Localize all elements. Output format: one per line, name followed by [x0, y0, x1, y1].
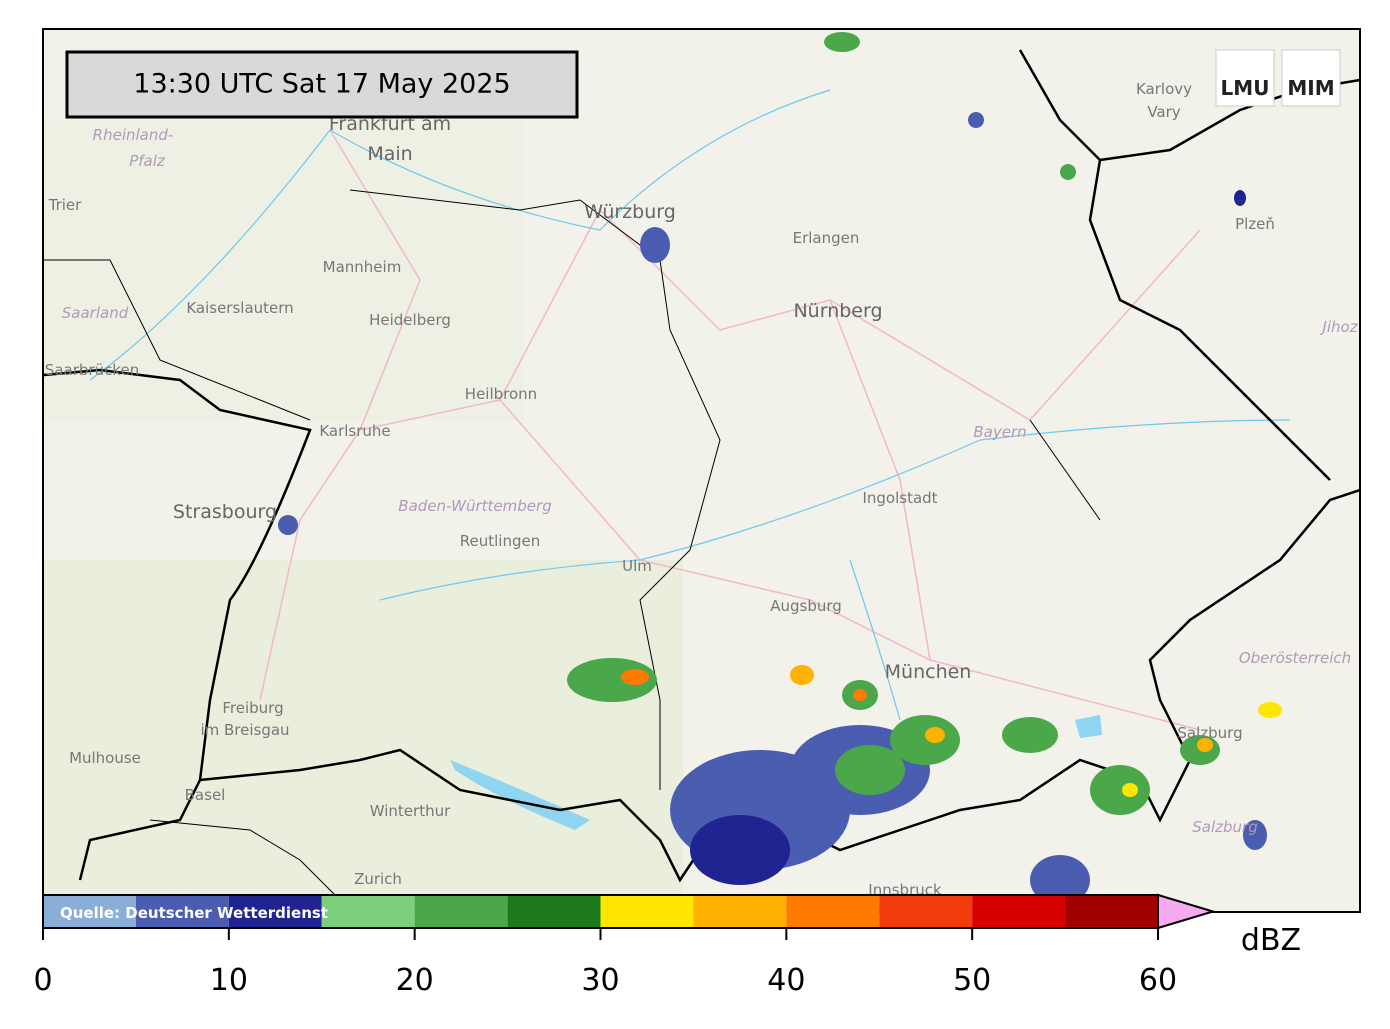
place-label: Nürnberg [793, 300, 882, 322]
lake [450, 760, 590, 830]
data-source: Quelle: Deutscher Wetterdienst [60, 904, 328, 922]
tick-label: 20 [396, 963, 434, 998]
colorbar-segment [507, 895, 601, 928]
tick-label: 0 [33, 963, 52, 998]
state-borders [44, 189, 1101, 901]
place-label: Augsburg [770, 597, 842, 615]
region-label: Salzburg [1192, 818, 1257, 836]
place-label: Freiburg [222, 699, 283, 717]
region-label: Oberösterreich [1239, 649, 1351, 667]
timestamp: 13:30 UTC Sat 17 May 2025 [133, 69, 510, 100]
place-label: Ingolstadt [862, 489, 937, 507]
place-label: Erlangen [793, 229, 860, 247]
tick-label: 60 [1139, 963, 1177, 998]
lake [1075, 715, 1102, 738]
place-label: Plzeň [1235, 215, 1275, 233]
terrain [43, 560, 683, 912]
region-label: Baden-Württemberg [398, 497, 551, 515]
colorbar-segment [135, 895, 229, 928]
colorbar-segment [228, 895, 322, 928]
rivers [89, 89, 1291, 721]
place-label: Saarbrücken [45, 361, 139, 379]
logo-text: LMU [1221, 76, 1270, 100]
region-label: Pfalz [129, 152, 166, 170]
place-label: Salzburg [1177, 724, 1242, 742]
place-label: Mannheim [323, 258, 402, 276]
region-label: Bayern [973, 423, 1026, 441]
place-label: Kaiserslautern [186, 299, 293, 317]
place-label: Trier [48, 196, 83, 214]
logo-text: MIM [1287, 76, 1334, 100]
radar-echoes [278, 32, 1282, 905]
tick-label: 30 [581, 963, 619, 998]
colorbar-segment [43, 895, 136, 928]
region-label: Rheinland- [93, 126, 174, 144]
place-label: München [885, 661, 972, 683]
tick-label: 50 [953, 963, 991, 998]
colorbar-segment [786, 895, 880, 928]
colorbar-segment [600, 895, 694, 928]
place-label: Karlovy [1136, 80, 1192, 98]
place-labels: Frankfurt amMainWürzburgErlangenNürnberg… [45, 80, 1359, 899]
place-label: Winterthur [370, 802, 451, 820]
place-label: Vary [1147, 103, 1180, 121]
tick-label: 10 [210, 963, 248, 998]
timestamp-box [65, 50, 579, 119]
roads [259, 129, 1201, 731]
colorbar-segment [321, 895, 415, 928]
colorbar-segment [972, 895, 1066, 928]
terrain [43, 120, 523, 420]
logo-box [1281, 49, 1341, 107]
colorbar-unit: dBZ [1241, 923, 1301, 958]
place-label: Würzburg [584, 201, 676, 223]
colorbar-segment [1065, 895, 1158, 928]
logo-box [1215, 49, 1275, 107]
place-label: Strasbourg [173, 501, 277, 523]
place-label: Ulm [622, 557, 652, 575]
place-label: Heidelberg [369, 311, 451, 329]
place-label: Zurich [354, 870, 402, 888]
place-label: Mulhouse [69, 749, 141, 767]
place-label: Heilbronn [465, 385, 537, 403]
colorbar-segment [879, 895, 973, 928]
tick-label: 40 [767, 963, 805, 998]
place-label: Reutlingen [460, 532, 540, 550]
region-label: Jihoz [1319, 318, 1358, 336]
map: Frankfurt amMainWürzburgErlangenNürnberg… [43, 29, 1360, 912]
colorbar: Quelle: Deutscher Wetterdienst 0 10 20 30 40 5… [33, 893, 1301, 998]
region-label: Saarland [62, 304, 129, 322]
place-label: Karlsruhe [319, 422, 390, 440]
place-label: Basel [185, 786, 226, 804]
colorbar-segment [414, 895, 508, 928]
colorbar-segment [693, 895, 787, 928]
place-label: Main [367, 143, 412, 165]
place-label: im Breisgau [200, 721, 289, 739]
